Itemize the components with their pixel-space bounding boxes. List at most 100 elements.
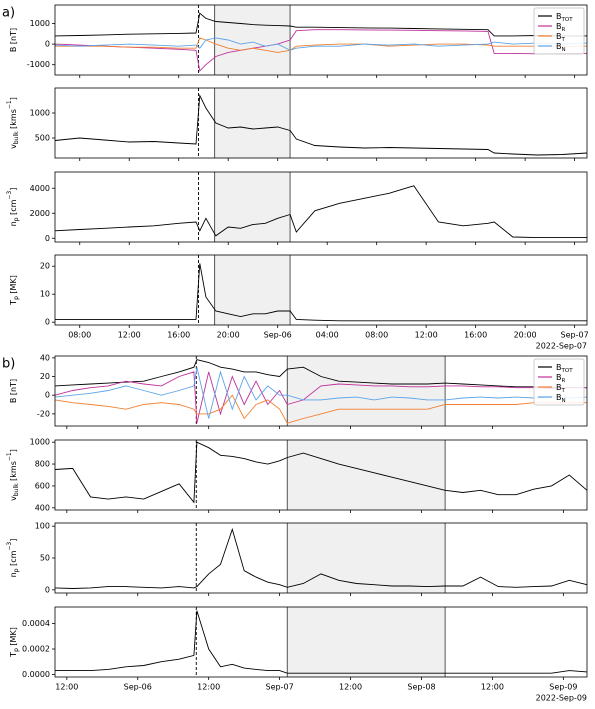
x-tick-label: 08:00 — [68, 331, 91, 340]
panel-label: b) — [2, 357, 15, 372]
series-line — [55, 610, 588, 674]
legend-name: B — [556, 363, 562, 372]
series-line — [54, 359, 587, 389]
y-label-part: [kms — [9, 109, 18, 131]
y-tick-label: 0 — [45, 318, 50, 327]
legend-label: BTOT — [556, 12, 573, 23]
y-tick-label: 20 — [40, 262, 50, 271]
series-line — [55, 263, 587, 322]
panel-label: a) — [2, 6, 15, 21]
y-tick-label: 10 — [40, 290, 50, 299]
y-tick-label: 2000 — [30, 209, 50, 218]
x-tick-label: 12:00 — [197, 683, 220, 692]
shaded-interval — [287, 440, 446, 510]
y-label-part: v — [9, 144, 18, 149]
panel-frame — [54, 606, 588, 678]
x-tick-label: Sep-07 — [266, 683, 294, 692]
y-axis-label: Tp [MK] — [9, 275, 21, 306]
series-line — [54, 37, 588, 51]
panel-frame — [54, 439, 588, 511]
y-tick-label: 800 — [35, 460, 50, 469]
y-label-part: [MK] — [9, 627, 18, 648]
legend-name: B — [556, 393, 562, 402]
y-tick-label: 0.0004 — [22, 619, 50, 628]
x-tick-label: Sep-08 — [407, 683, 435, 692]
y-label-part: T — [9, 652, 18, 658]
series-line — [54, 185, 587, 239]
y-label-part: n — [9, 221, 18, 226]
y-tick-label: 100 — [35, 522, 50, 531]
legend-name: B — [556, 42, 562, 51]
panel-frame — [54, 4, 588, 76]
y-tick-label: 1000 — [30, 19, 50, 28]
series-line — [54, 12, 587, 37]
y-tick-label: 0 — [45, 40, 50, 49]
y-label-part: n — [9, 572, 18, 577]
shaded-interval — [214, 88, 291, 158]
series-line — [54, 527, 588, 589]
legend-label: BTOT — [556, 363, 573, 374]
x-tick-label: 16:00 — [167, 331, 190, 340]
shaded-interval — [287, 607, 446, 677]
x-tick-label: 12:00 — [118, 331, 141, 340]
series-line — [54, 29, 587, 72]
y-axis-label: np [cm−3] — [6, 188, 20, 227]
x-tick-label: 08:00 — [365, 331, 388, 340]
shaded-interval — [214, 172, 291, 242]
date-label: 2022-Sep-09 — [536, 694, 587, 703]
legend-name: B — [556, 383, 562, 392]
series-line — [54, 441, 588, 504]
panel-frame — [54, 171, 588, 243]
y-label-part: B [nT] — [9, 379, 18, 403]
shaded-interval — [214, 255, 291, 325]
y-axis-label: B [nT] — [9, 379, 18, 403]
legend-sub: N — [562, 47, 566, 53]
y-label-part: B [nT] — [9, 28, 18, 52]
x-tick-label: 12:00 — [481, 683, 504, 692]
y-tick-label: 0 — [45, 234, 50, 243]
legend-label: BT — [556, 32, 566, 43]
series-line — [54, 93, 588, 156]
x-tick-label: 12:00 — [339, 683, 362, 692]
y-tick-label: 500 — [35, 134, 50, 143]
panel-frame — [54, 254, 588, 326]
y-label-part: −3 — [6, 542, 13, 551]
y-axis-label: vbulk [kms−1] — [6, 97, 20, 149]
x-tick-label: Sep-06 — [264, 331, 292, 340]
y-tick-label: 600 — [35, 481, 50, 490]
y-label-part: p — [13, 217, 20, 221]
x-tick-label: 16:00 — [464, 331, 487, 340]
y-tick-label: 20 — [40, 372, 50, 381]
x-tick-label: 12:00 — [415, 331, 438, 340]
y-label-part: ] — [9, 97, 18, 100]
y-label-part: [kms — [9, 461, 18, 483]
legend-sub: N — [562, 398, 566, 404]
legend-sub: T — [561, 388, 566, 394]
y-tick-label: 0.0002 — [22, 645, 50, 654]
y-tick-label: 0.0000 — [22, 670, 50, 679]
y-label-part: [MK] — [9, 275, 18, 296]
y-axis-label: B [nT] — [9, 28, 18, 52]
y-label-part: p — [13, 648, 20, 652]
y-label-part: [cm — [9, 199, 18, 217]
date-label: 2022-Sep-07 — [536, 342, 587, 351]
legend-label: BR — [556, 373, 566, 384]
y-label-part: −1 — [6, 452, 13, 461]
x-tick-label: Sep-06 — [124, 683, 152, 692]
y-label-part: p — [13, 296, 20, 300]
y-tick-label: -20 — [37, 409, 50, 418]
x-tick-label: 12:00 — [55, 683, 78, 692]
legend-sub: TOT — [561, 368, 574, 374]
y-label-part: v — [9, 496, 18, 501]
x-tick-label: Sep-09 — [549, 683, 577, 692]
y-tick-label: 0 — [45, 585, 50, 594]
legend-name: B — [556, 22, 562, 31]
y-label-part: [cm — [9, 550, 18, 568]
legend-name: B — [556, 32, 562, 41]
legend-label: BN — [556, 42, 566, 53]
legend-sub: TOT — [561, 17, 574, 23]
x-tick-label: 20:00 — [217, 331, 240, 340]
y-label-part: bulk — [13, 483, 20, 496]
x-tick-label: 04:00 — [316, 331, 339, 340]
